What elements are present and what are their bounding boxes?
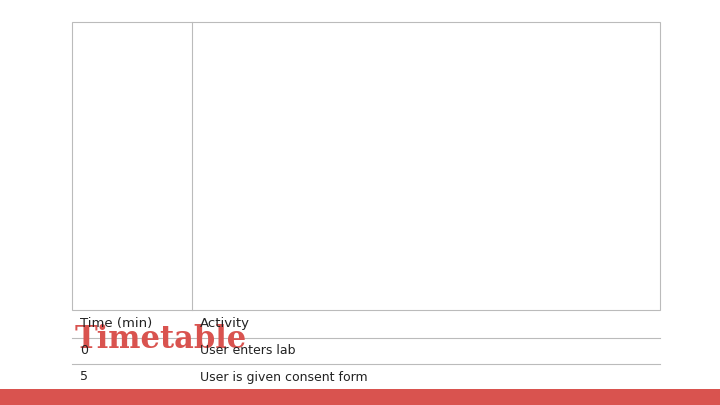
Text: User is given consent form: User is given consent form — [200, 371, 368, 384]
Text: User enters lab: User enters lab — [200, 345, 295, 358]
Text: Timetable: Timetable — [75, 324, 247, 355]
Text: 0: 0 — [80, 345, 88, 358]
Bar — [72, 22, 660, 310]
Text: Practice round to be familiar with phone: Practice round to be familiar with phone — [200, 399, 452, 405]
Text: Activity: Activity — [200, 318, 250, 330]
Bar — [0, 389, 720, 405]
Text: 10: 10 — [80, 399, 96, 405]
Text: Time (min): Time (min) — [80, 318, 152, 330]
Text: 5: 5 — [80, 371, 88, 384]
